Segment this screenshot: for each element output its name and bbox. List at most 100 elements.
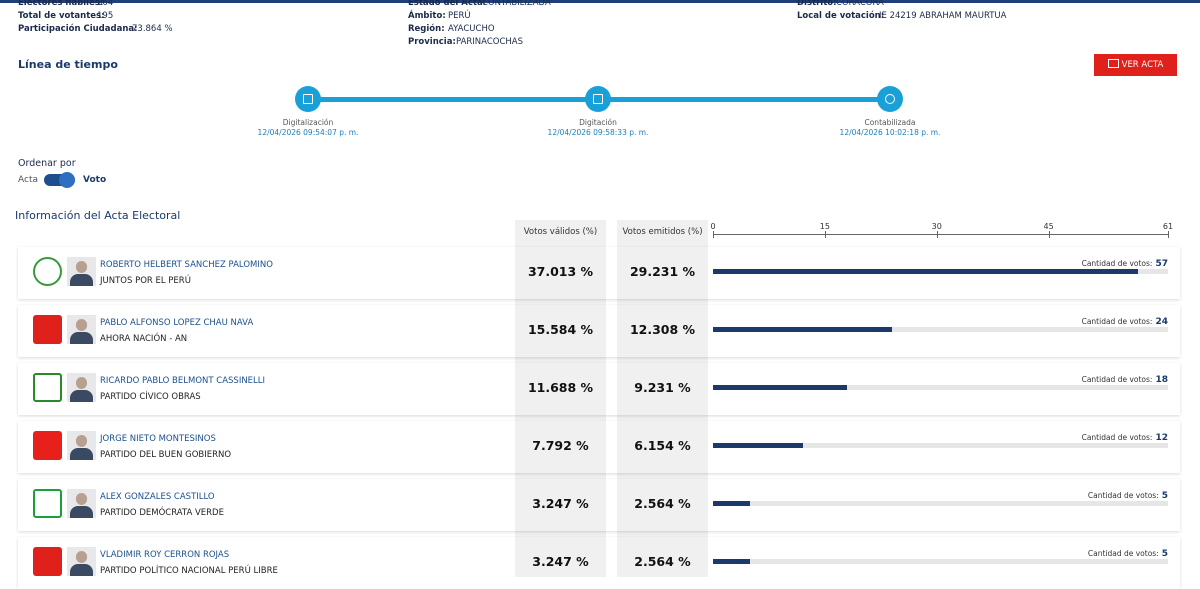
top-border <box>0 0 1200 3</box>
candidate-photo <box>67 373 96 402</box>
photo-body <box>70 274 93 286</box>
candidate-photo <box>67 315 96 344</box>
step-name: Digitalización <box>282 118 334 127</box>
button-label: VER ACTA <box>1121 60 1164 70</box>
photo-head <box>76 493 87 505</box>
step-glyph <box>593 94 603 104</box>
valid-pct: 7.792 % <box>532 438 589 453</box>
party-logo <box>33 547 62 576</box>
emitted-header: Votos emitidos (%) <box>622 227 703 237</box>
candidate-photo <box>67 547 96 576</box>
party-name: PARTIDO DEMÓCRATA VERDE <box>100 508 224 518</box>
step-date: 12/04/2026 09:58:33 p. m. <box>547 128 649 137</box>
votes-count: 5 <box>1161 491 1168 501</box>
step-icon <box>295 86 321 112</box>
field-value: PARINACOCHAS <box>456 37 523 47</box>
step-date: 12/04/2026 09:54:07 p. m. <box>257 128 359 137</box>
axis-tick-label: 0 <box>710 222 716 231</box>
axis-tick-label: 45 <box>1043 222 1054 231</box>
candidate-name: ROBERTO HELBERT SANCHEZ PALOMINO <box>100 260 273 270</box>
axis-tick <box>1168 231 1169 238</box>
party-logo <box>33 489 62 518</box>
toggle-knob <box>59 172 75 188</box>
photo-head <box>76 377 87 389</box>
photo-head <box>76 435 87 447</box>
field-label: Estado del Acta: <box>408 0 487 8</box>
bar-track <box>713 501 1168 506</box>
axis-tick-label: 30 <box>931 222 942 231</box>
timeline-title: Línea de tiempo <box>18 58 118 71</box>
candidate-name: ALEX GONZALES CASTILLO <box>100 492 215 502</box>
votes-caption: Cantidad de votos: <box>1087 491 1159 500</box>
votes-count: 5 <box>1161 549 1168 559</box>
valid-column-bg <box>515 220 606 577</box>
valid-pct: 15.584 % <box>527 322 594 337</box>
step-glyph <box>303 94 313 104</box>
votes-label: Cantidad de votos: 5 <box>900 491 1168 501</box>
field-label: Provincia: <box>408 37 456 47</box>
field-value: AYACUCHO <box>448 24 495 34</box>
field-label: Electores hábiles: <box>18 0 104 8</box>
party-logo <box>33 431 62 460</box>
party-name: JUNTOS POR EL PERÚ <box>100 276 191 286</box>
toggle[interactable] <box>44 172 75 188</box>
votes-bar <box>713 559 751 564</box>
step-icon <box>877 86 903 112</box>
emitted-pct: 2.564 % <box>634 496 691 511</box>
field-label: Distrito: <box>797 0 837 8</box>
field-value: 195 <box>97 11 114 21</box>
party-logo <box>33 257 62 286</box>
votes-count: 18 <box>1155 375 1168 385</box>
sort-off-label: Acta <box>18 175 38 185</box>
candidate-photo <box>67 257 96 286</box>
votes-count: 24 <box>1155 317 1168 327</box>
votes-label: Cantidad de votos: 18 <box>900 375 1168 385</box>
valid-header: Votos válidos (%) <box>523 227 598 237</box>
step-name: Digitación <box>579 118 617 127</box>
axis-line <box>713 234 1168 235</box>
step-glyph <box>885 94 895 104</box>
votes-bar <box>713 501 751 506</box>
step-name: Contabilizada <box>864 118 916 127</box>
field-value: 73.864 % <box>132 24 173 34</box>
button-icon <box>1107 59 1119 68</box>
field-label: Participación Ciudadana: <box>18 24 138 34</box>
bar-track <box>713 559 1168 564</box>
votes-count: 57 <box>1155 259 1168 269</box>
candidate-name: RICARDO PABLO BELMONT CASSINELLI <box>100 376 266 386</box>
emitted-pct: 12.308 % <box>629 322 696 337</box>
votes-caption: Cantidad de votos: <box>1081 433 1153 442</box>
emitted-pct: 6.154 % <box>634 438 691 453</box>
field-value: PERÚ <box>448 11 471 21</box>
party-name: PARTIDO POLÍTICO NACIONAL PERÚ LIBRE <box>100 566 278 576</box>
axis-tick <box>936 231 938 238</box>
field-value: IE 24219 ABRAHAM MAURTUA <box>879 11 1007 21</box>
votes-label: Cantidad de votos: 57 <box>900 259 1168 269</box>
votes-count: 12 <box>1155 433 1168 443</box>
results-title: Información del Acta Electoral <box>15 209 181 222</box>
photo-body <box>70 332 93 344</box>
party-logo <box>33 373 62 402</box>
votes-bar <box>713 327 893 332</box>
photo-head <box>76 319 87 331</box>
party-logo <box>33 315 62 344</box>
bar-track <box>713 327 1168 332</box>
view-act-button[interactable]: VER ACTA <box>1094 54 1177 76</box>
sort-on-label: Voto <box>83 175 107 185</box>
field-value: CORACORA <box>836 0 884 8</box>
emitted-pct: 29.231 % <box>629 264 696 279</box>
candidate-name: PABLO ALFONSO LOPEZ CHAU NAVA <box>100 318 254 328</box>
sort-label: Ordenar por <box>18 158 76 169</box>
candidate-photo <box>67 431 96 460</box>
photo-head <box>76 261 87 273</box>
votes-caption: Cantidad de votos: <box>1081 375 1153 384</box>
candidate-name: JORGE NIETO MONTESINOS <box>100 434 216 444</box>
votes-bar <box>713 269 1139 274</box>
axis-tick-label: 15 <box>819 222 830 231</box>
axis-tick <box>824 231 826 238</box>
field-value: 264 <box>97 0 114 8</box>
valid-pct: 11.688 % <box>527 380 594 395</box>
photo-body <box>70 506 93 518</box>
field-label: Local de votación: <box>797 11 885 21</box>
axis-tick <box>1048 231 1050 238</box>
